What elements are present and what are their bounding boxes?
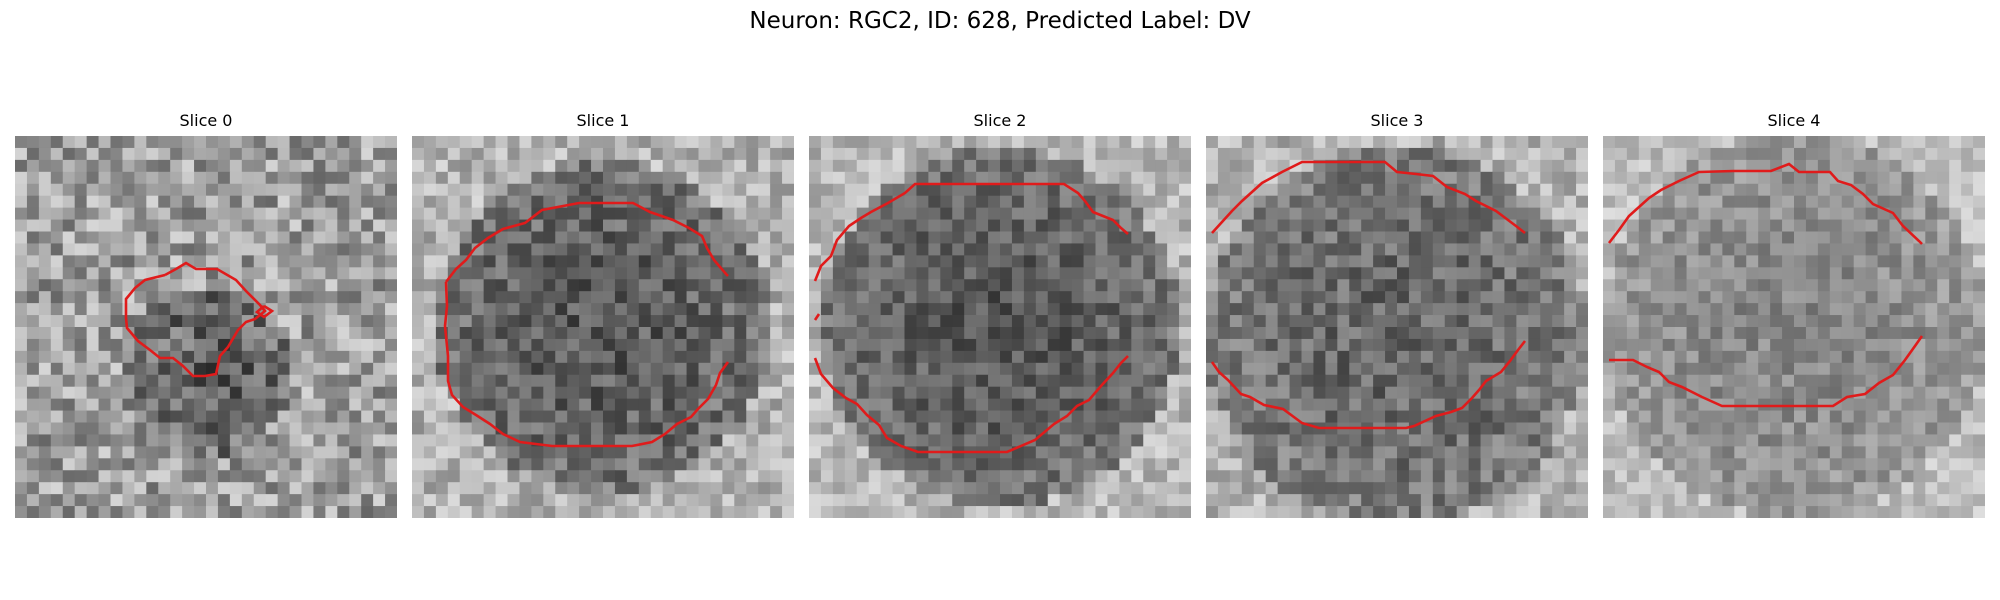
cell-contour-segment — [813, 313, 821, 321]
cell-contour-segment — [813, 355, 1129, 454]
cell-contour-segment — [443, 281, 730, 448]
slice-panel-2: Slice 2 — [809, 110, 1191, 518]
cell-contour-segment — [1607, 162, 1923, 245]
pixel-grid — [809, 136, 1191, 518]
cell-contour-segment — [1211, 160, 1526, 235]
cell-contour-segment — [1210, 340, 1527, 430]
figure-title: Neuron: RGC2, ID: 628, Predicted Label: … — [749, 8, 1251, 34]
slice-image-0 — [15, 136, 397, 518]
cell-contour-segment — [1609, 335, 1924, 408]
pixel-grid — [15, 136, 397, 518]
slice-title: Slice 2 — [973, 111, 1027, 130]
slice-image-1 — [412, 136, 794, 518]
slice-panel-1: Slice 1 — [412, 110, 794, 518]
slice-panel-3: Slice 3 — [1206, 110, 1588, 518]
slice-title: Slice 1 — [576, 111, 630, 130]
pixel-grid — [412, 136, 794, 518]
slice-title: Slice 3 — [1370, 111, 1424, 130]
cell-contour-segment — [124, 261, 267, 378]
cell-contour-segment — [444, 201, 729, 283]
slice-title: Slice 4 — [1767, 111, 1821, 130]
pixel-grid — [1206, 136, 1588, 518]
cell-contour-segment — [813, 182, 1129, 282]
slice-image-2 — [809, 136, 1191, 518]
cell-contour-segment — [254, 304, 275, 319]
slice-image-3 — [1206, 136, 1588, 518]
slice-panel-4: Slice 4 — [1603, 110, 1985, 518]
slice-panel-0: Slice 0 — [15, 110, 397, 518]
pixel-grid — [1603, 136, 1985, 518]
slice-image-4 — [1603, 136, 1985, 518]
slice-title: Slice 0 — [179, 111, 233, 130]
